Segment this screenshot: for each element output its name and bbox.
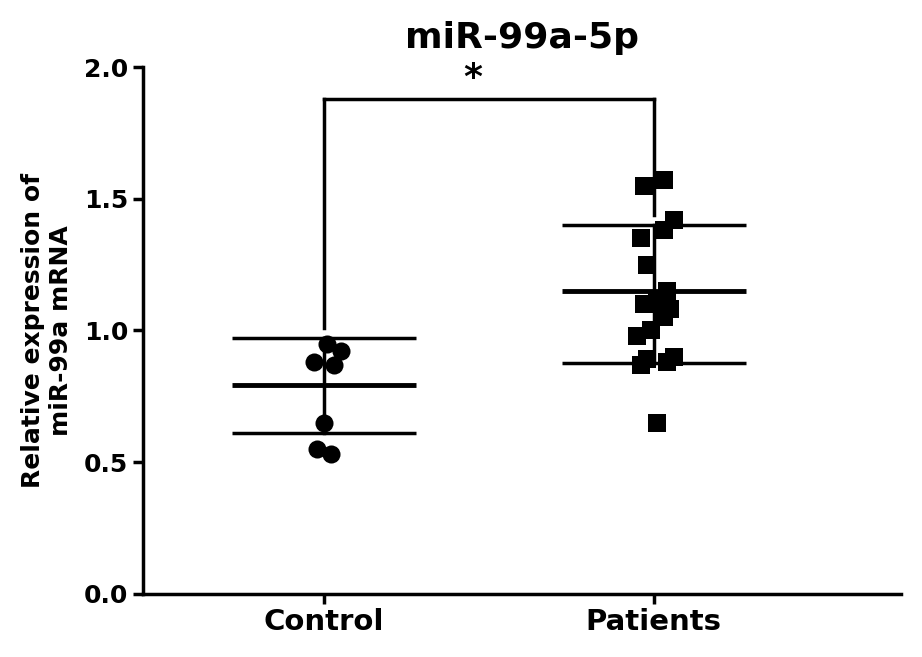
Point — [656, 225, 671, 236]
Point — [667, 351, 681, 362]
Point — [633, 233, 648, 244]
Point — [650, 294, 665, 304]
Point — [659, 286, 674, 296]
Point — [644, 325, 658, 336]
Point — [333, 346, 348, 357]
Point — [667, 215, 681, 225]
Text: *: * — [463, 61, 482, 95]
Point — [636, 299, 651, 309]
Point — [326, 359, 341, 370]
Point — [307, 357, 322, 367]
Point — [636, 181, 651, 191]
Point — [640, 354, 655, 365]
Point — [663, 304, 678, 315]
Y-axis label: Relative expression of
miR-99a mRNA: Relative expression of miR-99a mRNA — [21, 173, 73, 488]
Point — [640, 260, 655, 270]
Point — [650, 417, 665, 428]
Point — [310, 443, 325, 454]
Point — [320, 338, 335, 349]
Point — [656, 312, 671, 323]
Title: miR-99a-5p: miR-99a-5p — [405, 21, 639, 55]
Point — [656, 175, 671, 186]
Point — [316, 417, 331, 428]
Point — [630, 330, 644, 341]
Point — [633, 359, 648, 370]
Point — [324, 449, 338, 459]
Point — [659, 357, 674, 367]
